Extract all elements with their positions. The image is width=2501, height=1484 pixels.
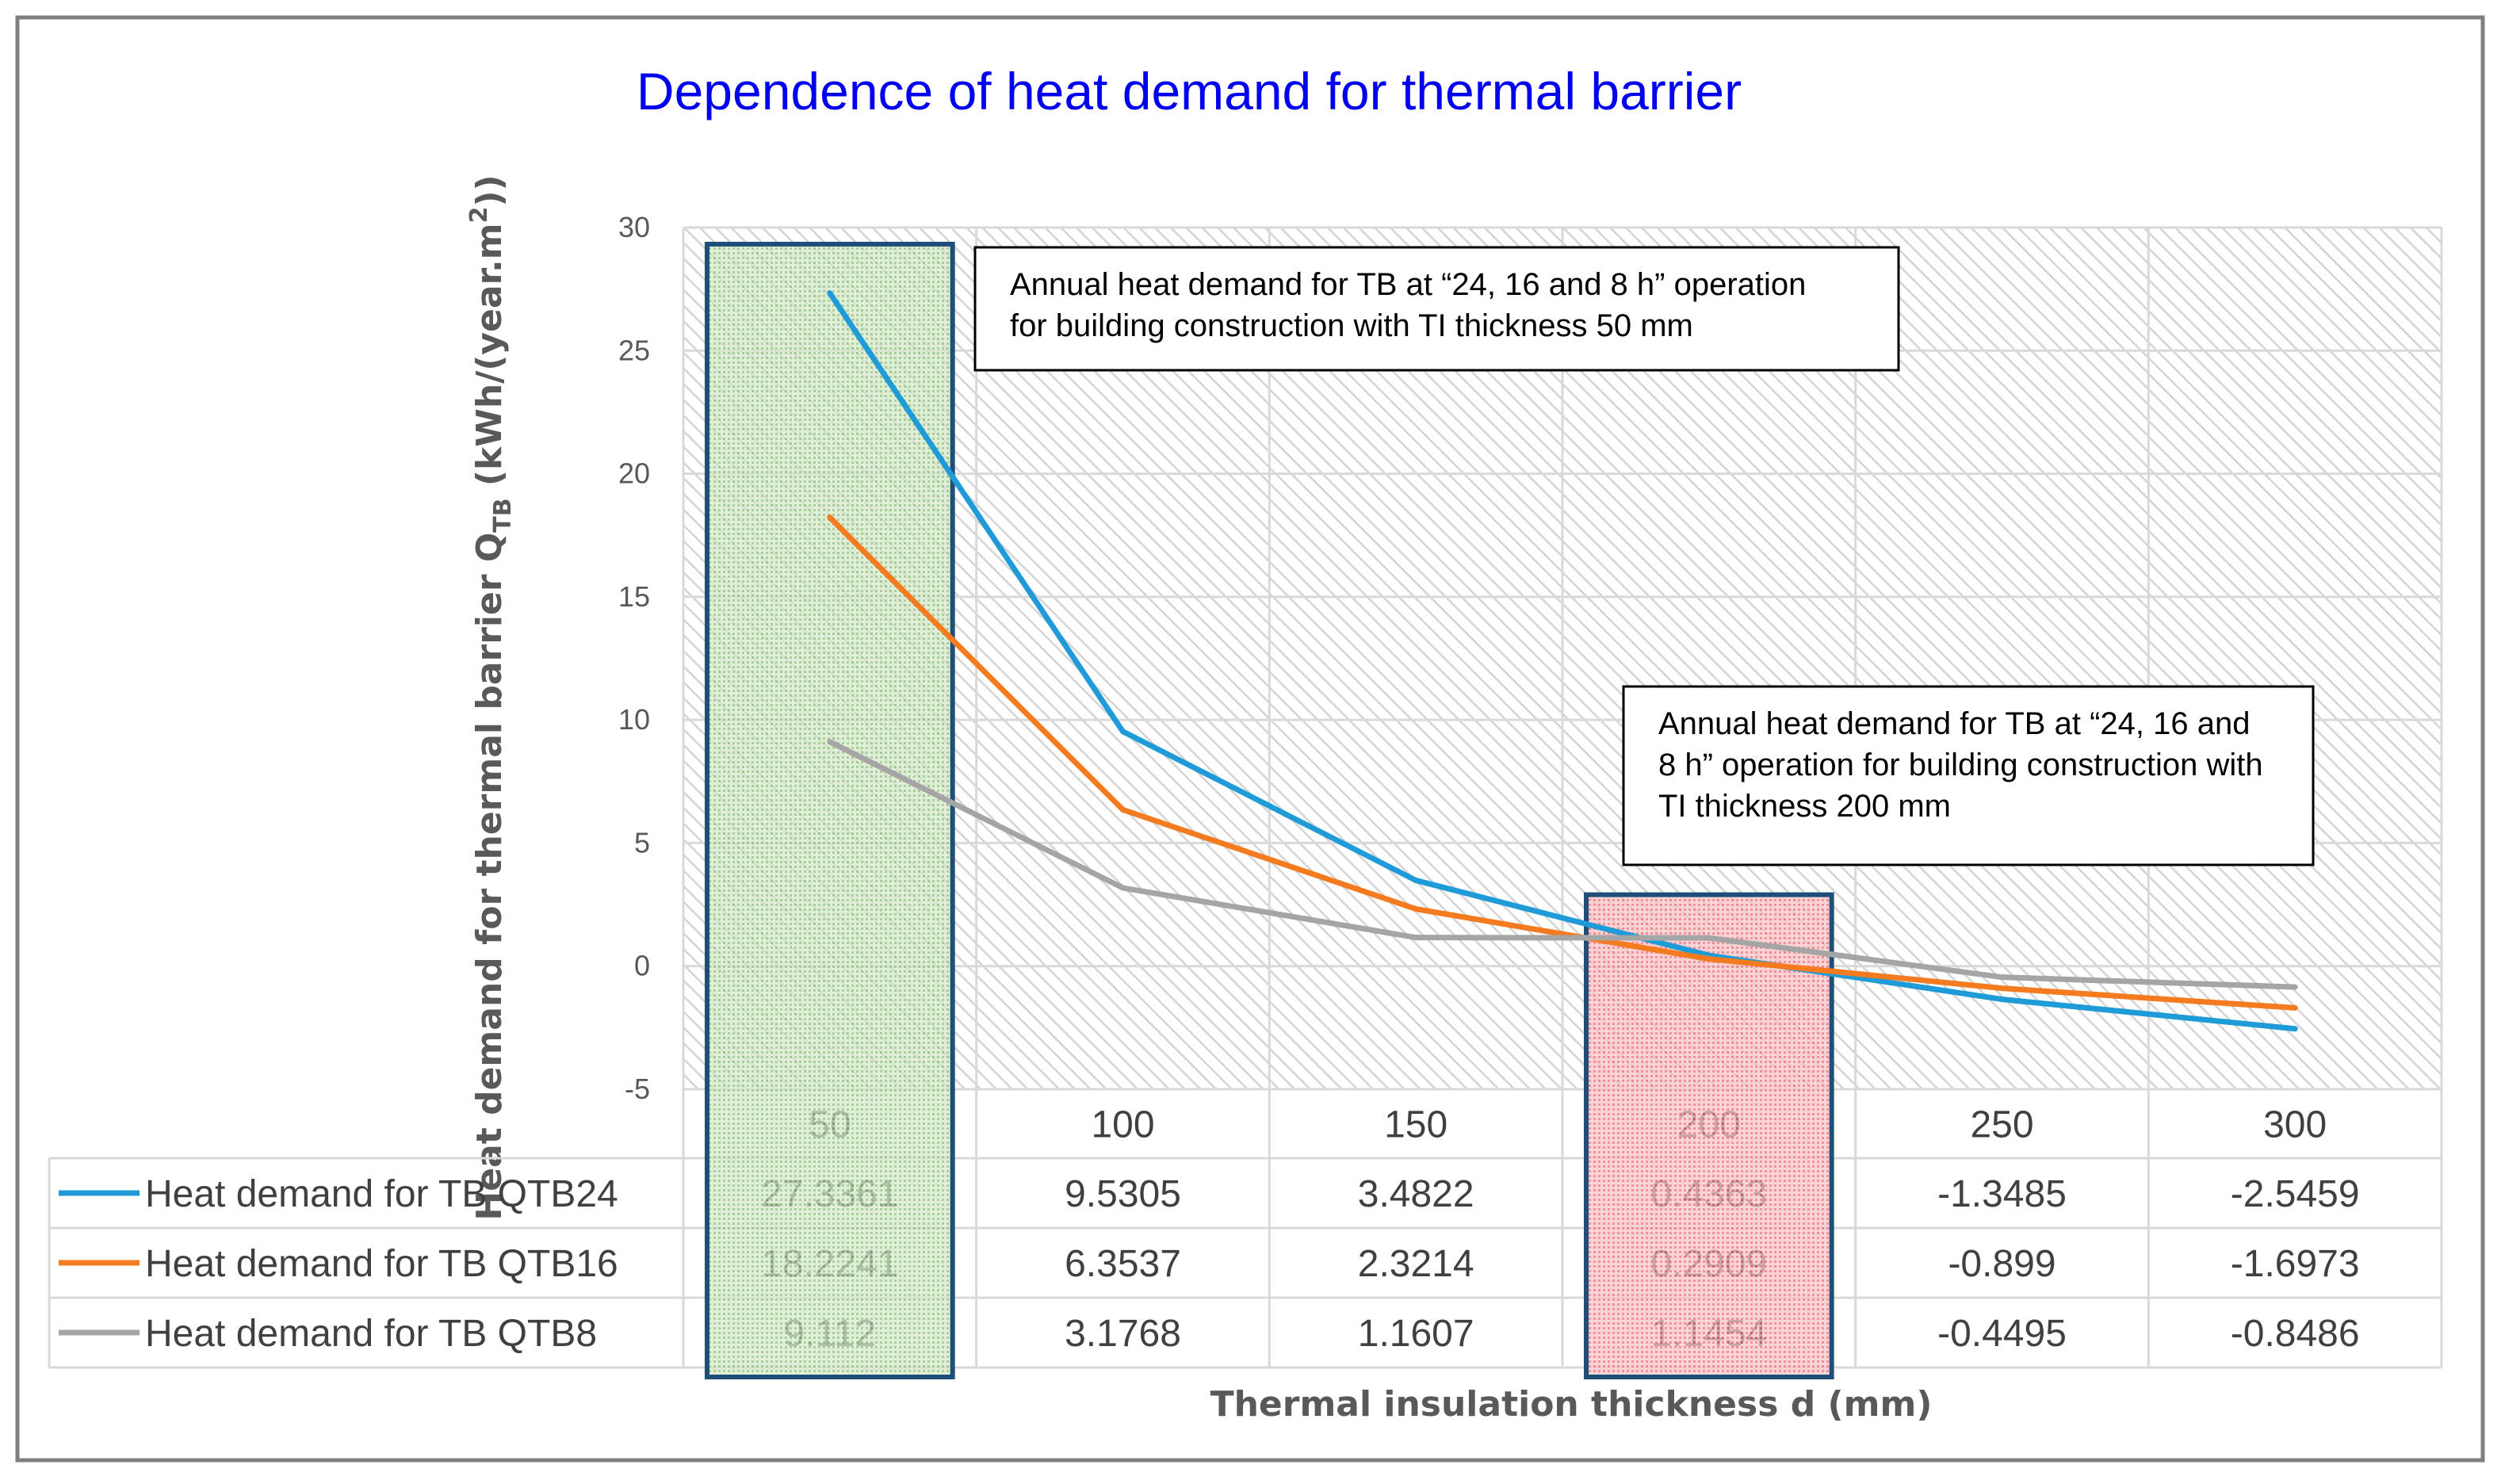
data-label-2-2: 1.1607 [1358,1313,1474,1355]
data-point-0-5 [2292,1026,2298,1032]
series-lines [827,290,2298,1032]
data-point-1-4 [1999,985,2005,992]
series-line-0 [827,291,2296,1032]
data-label-1-5: -1.6973 [2231,1243,2360,1285]
data-point-2-5 [2292,984,2298,990]
data-label-1-4: -0.899 [1948,1243,2055,1285]
data-label-2-5: -0.8486 [2231,1313,2360,1355]
annotation-line-1-0: Annual heat demand for TB at “24, 16 and [1658,706,2250,741]
data-point-2-4 [1999,974,2005,981]
data-point-1-5 [2292,1004,2298,1011]
y-axis-label-main: Heat demand for thermal barrier Q [469,533,510,1221]
y-axis-label-unit: (kWh/(year.m [469,223,510,498]
data-label-1-2: 2.3214 [1358,1243,1474,1285]
y-tick-label-5: 5 [634,826,650,859]
data-label-0-1: 9.5305 [1065,1173,1181,1215]
data-point-0-4 [1999,996,2005,1003]
annotation-line-0-0: Annual heat demand for TB at “24, 16 and… [1010,267,1806,302]
y-tick-label-3: 15 [618,580,650,613]
y-axis-ticks: 30 25 20 15 10 5 0 -5 [618,211,650,1105]
data-point-1-0 [827,514,833,521]
x-category-label-1: 100 [1091,1104,1154,1146]
data-label-0-4: -1.3485 [1937,1173,2067,1215]
data-point-1-2 [1413,906,1419,912]
data-point-2-3 [1706,935,1712,941]
annotation-box-1 [1622,685,2315,866]
data-label-2-4: -0.4495 [1937,1313,2067,1355]
y-tick-label-2: 20 [618,457,650,490]
data-point-0-0 [827,290,833,296]
x-axis-label: Thermal insulation thickness d (mm) [1210,1384,1933,1425]
data-label-2-1: 3.1768 [1065,1313,1181,1355]
legend-label-0: Heat demand for TB QTB24 [145,1173,618,1215]
data-point-1-3 [1706,956,1712,962]
x-category-label-5: 300 [2263,1104,2327,1146]
legend-label-2: Heat demand for TB QTB8 [145,1313,597,1355]
data-point-2-1 [1120,885,1126,891]
y-axis-label-subscript: TB [489,498,517,532]
series-line-1 [828,515,2296,1011]
data-point-0-1 [1120,729,1126,735]
data-label-0-2: 3.4822 [1358,1173,1474,1215]
y-tick-label-4: 10 [618,703,650,736]
data-point-1-1 [1120,806,1126,813]
annotation-line-0-1: for building construction with TI thickn… [1010,308,1693,343]
y-tick-label-0: 30 [618,211,650,243]
highlight-box-50 [705,242,955,1379]
data-label-1-1: 6.3537 [1065,1243,1181,1285]
data-label-0-5: -2.5459 [2231,1173,2360,1215]
series-line-2 [828,739,2296,990]
y-axis-label-close: )) [469,174,510,206]
annotation-line-1-2: TI thickness 200 mm [1658,789,1951,824]
y-tick-label-7: -5 [625,1073,650,1105]
y-axis-label: Heat demand for thermal barrier QTB (kWh… [465,174,517,1220]
annotation-line-1-1: 8 h” operation for building construction… [1658,748,2263,782]
y-tick-label-6: 0 [634,950,650,982]
y-axis-label-superscript: 2 [465,207,493,224]
y-tick-label-1: 25 [618,334,650,366]
annotations: Annual heat demand for TB at “24, 16 and… [973,246,2315,866]
data-point-2-2 [1413,935,1419,941]
data-point-0-2 [1413,878,1419,884]
chart-title: Dependence of heat demand for thermal ba… [637,62,1742,120]
highlights [705,242,1834,1379]
annotation-box-0 [973,246,1900,372]
data-point-2-0 [827,739,833,745]
x-category-label-4: 250 [1970,1104,2033,1146]
legend-label-1: Heat demand for TB QTB16 [145,1243,618,1285]
x-category-label-2: 150 [1384,1104,1447,1146]
highlight-box-200 [1584,892,1834,1379]
